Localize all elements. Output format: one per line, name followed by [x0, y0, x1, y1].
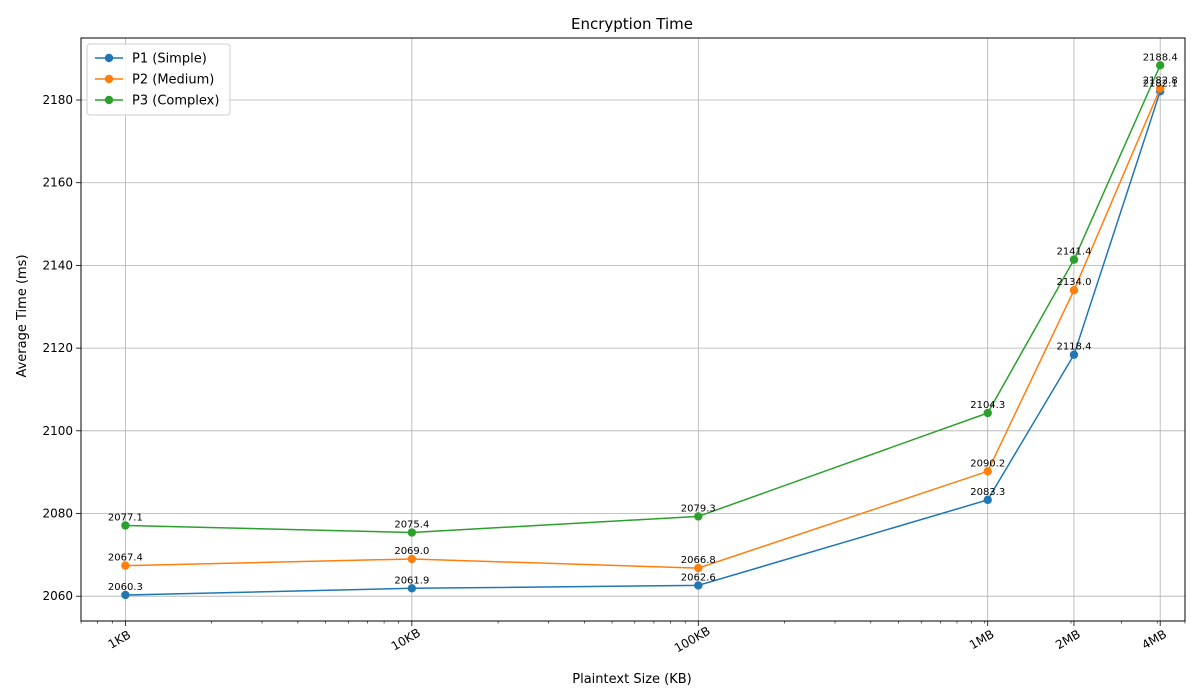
- x-tick-label: 10KB: [389, 626, 423, 654]
- data-point: [407, 584, 417, 593]
- data-labels: 2060.3 2061.9 2062.6 2083.3 2118.4 2182.1 2067…: [108, 52, 1178, 593]
- legend-marker: [104, 74, 114, 84]
- data-label: 2118.4: [1056, 342, 1091, 353]
- data-label: 2060.3: [108, 582, 143, 593]
- x-tick-label: 1MB: [967, 627, 997, 652]
- y-tick-label: 2120: [42, 341, 73, 355]
- plot-area: [80, 37, 1186, 622]
- data-point: [1155, 84, 1165, 93]
- y-tick-label: 2160: [42, 176, 73, 190]
- x-tick-label: 1KB: [106, 628, 134, 652]
- data-label: 2066.8: [681, 555, 716, 566]
- y-axis-label: Average Time (ms): [15, 254, 30, 377]
- data-point: [121, 521, 130, 530]
- data-point: [407, 554, 417, 564]
- data-label: 2182.1: [1143, 78, 1178, 89]
- data-point: [983, 495, 992, 505]
- data-point: [1069, 286, 1079, 295]
- series: [121, 61, 1165, 600]
- legend-label: P1 (Simple): [132, 52, 207, 67]
- data-label: 2141.4: [1056, 247, 1091, 258]
- data-label: 2083.3: [970, 487, 1005, 498]
- legend-box: [86, 43, 231, 116]
- x-tick-label: 4MB: [1139, 627, 1169, 652]
- chart-title: Encryption Time: [571, 15, 693, 33]
- data-label: 2077.1: [108, 512, 143, 523]
- y-tick-label: 2100: [42, 424, 73, 438]
- data-label: 2104.3: [970, 400, 1005, 411]
- series-1: [121, 87, 1165, 600]
- legend-label: P2 (Medium): [132, 73, 214, 88]
- series-2: [121, 84, 1165, 573]
- axis-ticks: 1KB 10KB 100KB 1MB 2MB 4MB 2060 2080 2100 2120 214…: [42, 93, 1186, 656]
- data-point: [694, 512, 703, 521]
- series-line: [125, 91, 1161, 596]
- legend-label: P3 (Complex): [132, 94, 219, 109]
- series-line: [125, 88, 1161, 569]
- data-label: 2090.2: [970, 458, 1005, 469]
- data-label: 2079.3: [681, 503, 716, 514]
- y-tick-label: 2140: [42, 258, 73, 272]
- data-point: [983, 408, 992, 418]
- data-point: [983, 467, 992, 476]
- data-point: [694, 581, 703, 590]
- data-label: 2134.0: [1056, 277, 1091, 288]
- grid: [81, 38, 1185, 621]
- data-label: 2061.9: [394, 575, 429, 586]
- y-tick-label: 2060: [42, 589, 73, 603]
- data-label: 2062.6: [681, 572, 716, 583]
- x-tick-label: 2MB: [1053, 627, 1083, 652]
- legend-marker: [104, 53, 114, 63]
- data-label: 2182.8: [1143, 75, 1178, 86]
- data-point: [694, 563, 703, 573]
- legend-marker: [104, 95, 114, 105]
- series-3: [121, 61, 1165, 537]
- x-axis-label: Plaintext Size (KB): [572, 672, 691, 687]
- data-point: [1069, 255, 1079, 264]
- data-point: [121, 561, 130, 570]
- data-label: 2188.4: [1143, 52, 1178, 63]
- x-tick-label: 100KB: [672, 624, 713, 656]
- y-tick-label: 2080: [42, 506, 73, 520]
- series-line: [125, 64, 1161, 534]
- data-point: [1069, 350, 1079, 359]
- data-label: 2075.4: [394, 520, 429, 531]
- data-label: 2067.4: [108, 553, 143, 564]
- data-label: 2069.0: [394, 546, 429, 557]
- legend: P1 (Simple) P2 (Medium) P3 (Complex): [86, 43, 231, 116]
- data-point: [1155, 61, 1165, 70]
- data-point: [121, 590, 130, 600]
- data-point: [407, 528, 417, 537]
- y-tick-label: 2180: [42, 93, 73, 107]
